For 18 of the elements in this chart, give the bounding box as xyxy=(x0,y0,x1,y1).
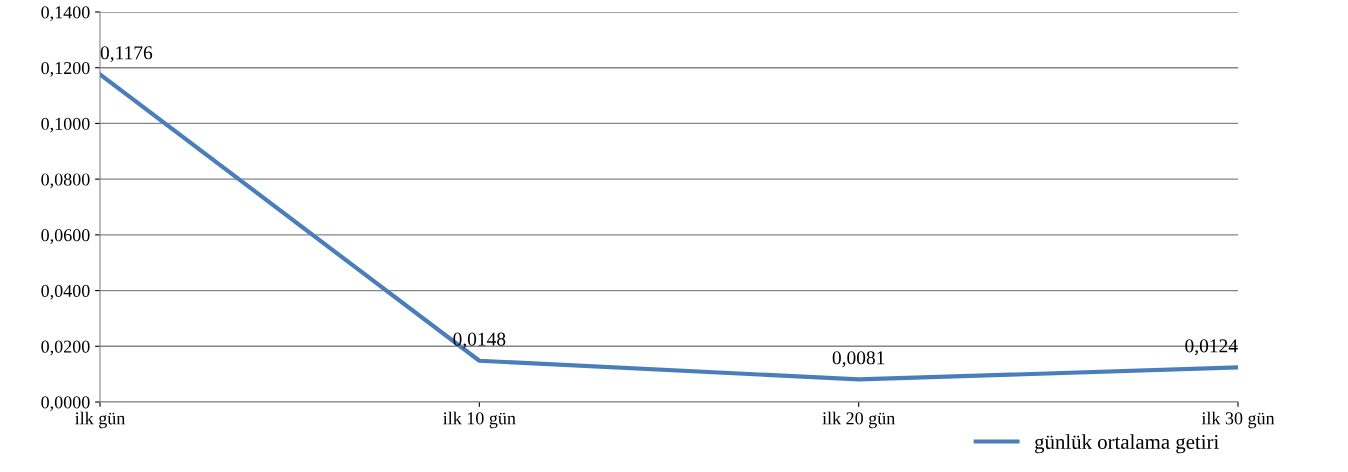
y-tick-label: 0,0800 xyxy=(41,173,90,189)
y-tick-label: 0,0400 xyxy=(41,284,90,300)
y-tick-label: 0,0600 xyxy=(41,229,90,244)
y-tick-label: 0,0200 xyxy=(41,340,90,356)
data-label: 0,1176 xyxy=(100,46,153,63)
y-tick-label: 0,1200 xyxy=(41,61,90,77)
data-label: 0,0148 xyxy=(453,332,506,349)
line-series xyxy=(100,72,1238,382)
y-tick-label: 0,1000 xyxy=(41,117,90,133)
data-label: 0,0124 xyxy=(1185,339,1238,356)
y-tick-label: 0,0000 xyxy=(41,396,90,412)
x-tick-label: ilk gün xyxy=(75,411,126,429)
x-tick-label: ilk 30 gün xyxy=(1201,411,1275,429)
data-label: 0,0081 xyxy=(832,351,885,368)
x-tick-label: ilk 10 gün xyxy=(443,411,516,429)
y-tick-label: 0,1400 xyxy=(41,6,90,22)
legend-label: günlük ortalama getiri xyxy=(1035,434,1219,454)
x-tick-label: ilk 20 gün xyxy=(822,411,896,429)
